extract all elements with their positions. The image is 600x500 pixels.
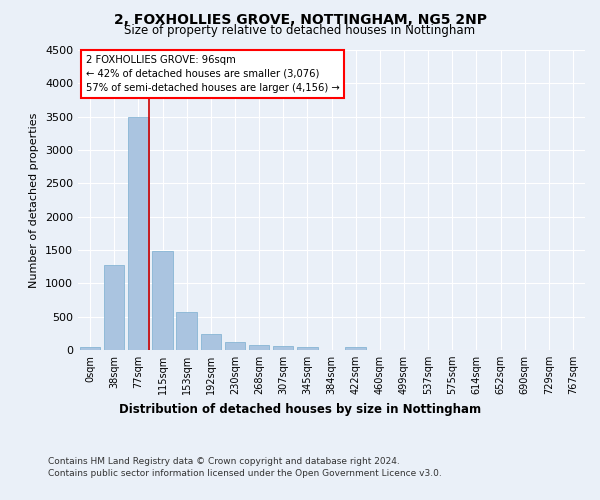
Y-axis label: Number of detached properties: Number of detached properties: [29, 112, 40, 288]
Bar: [273, 346, 293, 350]
Text: Size of property relative to detached houses in Nottingham: Size of property relative to detached ho…: [124, 24, 476, 37]
Bar: [152, 252, 173, 350]
Text: Contains public sector information licensed under the Open Government Licence v3: Contains public sector information licen…: [48, 469, 442, 478]
Bar: [128, 116, 149, 350]
Bar: [200, 334, 221, 350]
Bar: [297, 348, 317, 350]
Bar: [346, 346, 366, 350]
Bar: [176, 312, 197, 350]
Text: Distribution of detached houses by size in Nottingham: Distribution of detached houses by size …: [119, 402, 481, 415]
Bar: [249, 344, 269, 350]
Text: Contains HM Land Registry data © Crown copyright and database right 2024.: Contains HM Land Registry data © Crown c…: [48, 458, 400, 466]
Bar: [104, 266, 124, 350]
Text: 2, FOXHOLLIES GROVE, NOTTINGHAM, NG5 2NP: 2, FOXHOLLIES GROVE, NOTTINGHAM, NG5 2NP: [113, 12, 487, 26]
Bar: [80, 348, 100, 350]
Text: 2 FOXHOLLIES GROVE: 96sqm
← 42% of detached houses are smaller (3,076)
57% of se: 2 FOXHOLLIES GROVE: 96sqm ← 42% of detac…: [86, 54, 340, 92]
Bar: [224, 342, 245, 350]
